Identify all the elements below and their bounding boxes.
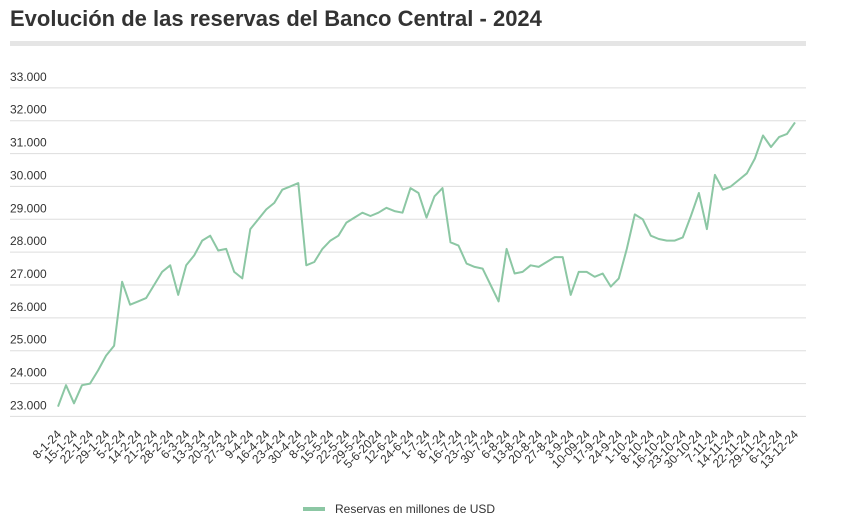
legend-label: Reservas en millones de USD (335, 502, 495, 516)
y-tick-label: 30.000 (10, 168, 47, 182)
chart-title: Evolución de las reservas del Banco Cent… (10, 6, 543, 31)
y-tick-label: 33.000 (10, 70, 47, 84)
y-tick-label: 23.000 (10, 398, 47, 412)
y-tick-label: 29.000 (10, 201, 47, 215)
y-tick-label: 31.000 (10, 136, 47, 150)
y-tick-label: 27.000 (10, 267, 47, 281)
y-tick-label: 32.000 (10, 103, 47, 117)
series-line (57, 121, 796, 407)
y-tick-label: 28.000 (10, 234, 47, 248)
y-tick-label: 24.000 (10, 366, 47, 380)
y-tick-label: 25.000 (10, 333, 47, 347)
title-rule (10, 41, 806, 46)
y-tick-label: 26.000 (10, 300, 47, 314)
